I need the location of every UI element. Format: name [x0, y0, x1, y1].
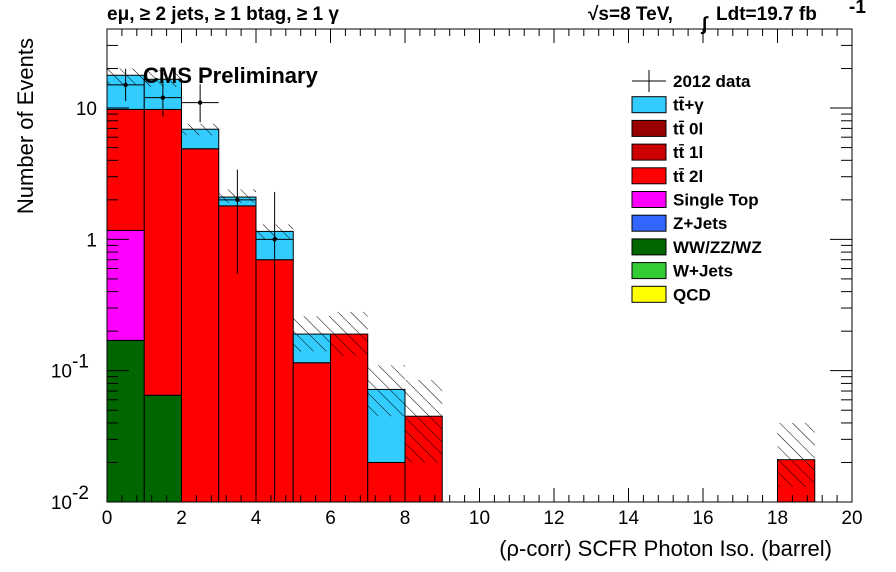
legend-swatch [631, 143, 667, 161]
y-tick-label: 1 [86, 230, 97, 251]
x-tick-label: 16 [692, 508, 713, 529]
legend-swatch [631, 167, 667, 185]
header-energy: √s=8 TeV, [588, 4, 673, 25]
legend: 2012 data tt̄+γ tt̄ 0l tt̄ 1l tt̄ 2l Single T… [631, 70, 762, 304]
legend-label: W+Jets [673, 262, 733, 281]
uncertainty-bin-2 [181, 123, 219, 136]
legend-label: Single Top [673, 191, 759, 210]
cms-preliminary-label: CMS Preliminary [143, 63, 319, 88]
data-point-3 [235, 197, 240, 203]
bar-tt-2l-bin-6 [330, 333, 369, 503]
y-tick-label-exponent: -2 [72, 483, 89, 504]
legend-swatch [631, 285, 667, 303]
legend-label: 2012 data [673, 72, 751, 91]
integral-sign: ∫ [700, 14, 709, 35]
bar-ww-zz-wz-bin-1 [143, 394, 182, 503]
header-lumi: Ldt=19.7 fb [716, 4, 817, 25]
bar-single-top-bin-0 [106, 229, 145, 341]
x-tick-label: 14 [618, 508, 640, 529]
bar-tt-2l-bin-7 [367, 461, 406, 503]
x-axis-ticks: 0 2 4 6 8 10 12 14 16 18 20 [102, 29, 863, 529]
header-lumi-exponent: -1 [849, 0, 866, 18]
data-point-4 [272, 237, 277, 242]
uncertainty-bin-6 [330, 311, 368, 356]
uncertainty-bin-8 [405, 379, 443, 463]
legend-label: tt̄+γ [673, 96, 704, 115]
x-tick-label: 12 [543, 508, 564, 529]
x-tick-label: 2 [176, 508, 187, 529]
legend-label: tt̄ 2l [673, 167, 703, 186]
legend-label: Z+Jets [673, 214, 727, 233]
x-tick-label: 4 [251, 508, 262, 529]
y-tick-label-exponent: -1 [72, 352, 89, 373]
bar-ww-zz-wz-bin-0 [106, 339, 145, 503]
legend-swatch [631, 191, 667, 208]
x-axis-label: (ρ-corr) SCFR Photon Iso. (barrel) [499, 536, 832, 561]
legend-swatch [631, 119, 667, 137]
data-point-1 [160, 95, 166, 100]
x-tick-label: 0 [102, 508, 113, 529]
x-tick-label: 18 [767, 508, 788, 529]
data-point-0 [123, 82, 128, 88]
data-point-2 [197, 100, 203, 105]
uncertainty-bin-5 [293, 316, 331, 352]
legend-swatch [631, 214, 667, 232]
bar-tt-2l-bin-5 [292, 362, 331, 503]
bar-tt-2l-bin-0 [106, 108, 145, 231]
legend-label: QCD [673, 285, 711, 304]
legend-label: WW/ZZ/WZ [673, 238, 762, 257]
data-points [107, 68, 294, 502]
y-tick-label: 10 [51, 362, 72, 383]
bar-tt-2l-bin-2 [181, 148, 220, 503]
legend-swatch [631, 96, 667, 114]
y-axis-label: Number of Events [13, 38, 38, 214]
legend-swatch [631, 238, 667, 256]
bar-tt-2l-bin-1 [143, 108, 182, 396]
x-tick-label: 8 [400, 508, 411, 529]
x-tick-label: 6 [325, 508, 336, 529]
uncertainty-bin-18 [777, 422, 815, 488]
header-selection: eμ, ≥ 2 jets, ≥ 1 btag, ≥ 1 γ [107, 4, 339, 25]
x-tick-label: 10 [469, 508, 490, 529]
y-tick-label: 10 [51, 493, 72, 514]
x-tick-label: 20 [841, 508, 862, 529]
uncertainty-bin-7 [367, 365, 405, 417]
y-tick-label: 10 [76, 99, 97, 120]
legend-label: tt̄ 0l [673, 119, 703, 138]
uncertainty-bin-1 [144, 69, 182, 87]
legend-swatch [631, 262, 667, 280]
legend-label: tt̄ 1l [673, 143, 703, 162]
